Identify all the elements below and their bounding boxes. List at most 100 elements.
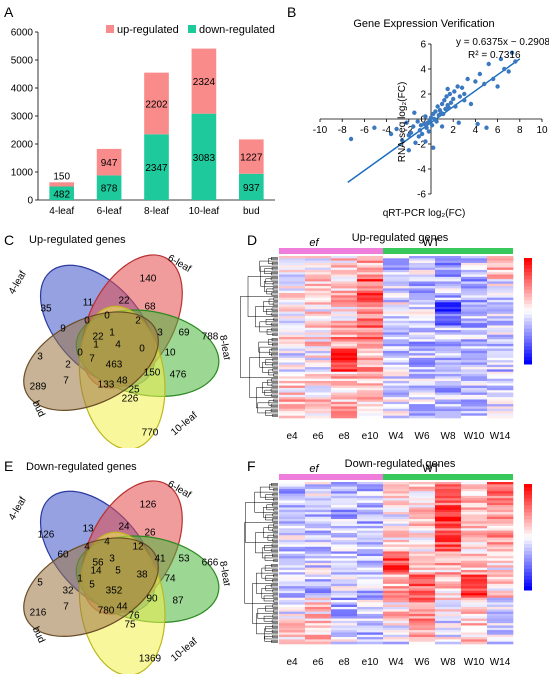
heatmap-cell <box>383 295 410 298</box>
heatmap-cell <box>435 267 462 271</box>
scatter-point <box>424 125 429 130</box>
heatmap-cell <box>461 535 488 538</box>
scatter-point <box>411 124 416 129</box>
heatmap-cell <box>435 523 462 527</box>
colorbar-segment <box>524 533 532 538</box>
heatmap-cell <box>461 346 488 349</box>
heatmap-cell <box>383 574 410 578</box>
heatmap-cell <box>487 530 514 534</box>
heatmap-cell <box>305 579 332 582</box>
heatmap-cell <box>461 532 488 536</box>
heatmap-cell <box>305 376 332 379</box>
heatmap-cell <box>487 313 514 317</box>
heatmap-cell <box>435 502 462 506</box>
heatmap-cell <box>487 595 514 599</box>
heatmap-cell <box>435 309 462 312</box>
heatmap-cell <box>409 390 436 393</box>
heatmap-cell <box>383 332 410 335</box>
heatmap-cell <box>383 392 410 396</box>
heatmap-cell <box>461 302 488 305</box>
heatmap-cell <box>487 295 514 298</box>
heatmap-cell <box>279 528 306 531</box>
heatmap-cell <box>435 521 462 524</box>
y-tick-label: -4 <box>417 165 426 176</box>
heatmap-cell <box>487 572 514 575</box>
heatmap-cell <box>435 488 462 492</box>
heatmap-cell <box>279 286 306 289</box>
heatmap-cell <box>331 272 358 275</box>
panel-e-letter: E <box>4 458 14 474</box>
heatmap-cell <box>435 339 462 342</box>
heatmap-cell <box>409 299 436 303</box>
heatmap-cell <box>279 542 306 545</box>
heatmap-cell <box>487 348 514 352</box>
heatmap-cell <box>279 537 306 541</box>
heatmap-cell <box>357 595 384 599</box>
heatmap-cell <box>435 316 462 319</box>
heatmap-cell <box>331 295 358 298</box>
colorbar-segment <box>524 522 532 527</box>
heatmap-cell <box>279 588 306 592</box>
bar-down-regulated <box>144 134 169 200</box>
venn-region-count: 463 <box>106 360 123 371</box>
venn-region-count: 352 <box>106 586 123 597</box>
heatmap-cell <box>357 385 384 389</box>
heatmap-cell <box>279 339 306 342</box>
heatmap-cell <box>383 507 410 511</box>
heatmap-cell <box>383 641 410 645</box>
venn-region-count: 5 <box>37 578 43 589</box>
heatmap-cell <box>409 401 436 405</box>
scatter-point <box>484 125 489 130</box>
scatter-point <box>419 131 425 137</box>
scatter-point <box>423 139 428 144</box>
heatmap-cell <box>331 634 358 638</box>
heatmap-cell <box>305 357 332 361</box>
heatmap-cell <box>305 279 332 282</box>
heatmap-cell <box>279 408 306 412</box>
heatmap-cell <box>487 484 514 487</box>
heatmap-cell <box>461 600 488 603</box>
heatmap-cell <box>461 539 488 543</box>
heatmap-cell <box>435 498 462 501</box>
heatmap-cell <box>435 311 462 315</box>
heatmap-cell <box>409 350 436 354</box>
heatmap-cell <box>357 572 384 575</box>
heatmap-cell <box>305 639 332 642</box>
heatmap-cell <box>435 320 462 324</box>
heatmap-cell <box>357 346 384 349</box>
heatmap-cell <box>435 392 462 396</box>
heatmap-cell <box>331 625 358 629</box>
heatmap-cell <box>383 274 410 278</box>
heatmap-cell <box>461 498 488 501</box>
heatmap-cell <box>461 507 488 511</box>
heatmap-cell <box>461 399 488 403</box>
heatmap-cell <box>357 295 384 298</box>
heatmap-cell <box>461 350 488 354</box>
heatmap-cell <box>435 330 462 333</box>
heatmap-cell <box>331 401 358 405</box>
heatmap-cell <box>487 542 514 545</box>
heatmap-cell <box>435 399 462 403</box>
heatmap-cell <box>357 581 384 585</box>
heatmap-cell <box>279 258 306 261</box>
heatmap-cell <box>435 597 462 601</box>
heatmap-cell <box>383 532 410 536</box>
heatmap-cell <box>331 491 358 494</box>
heatmap-cell <box>279 276 306 280</box>
heatmap-cell <box>357 302 384 305</box>
heatmap-cell <box>305 341 332 345</box>
heatmap-cell <box>383 484 410 487</box>
heatmap-cell <box>305 620 332 624</box>
venn-region-count: 0 <box>77 348 83 359</box>
heatmap-cell <box>383 521 410 524</box>
heatmap-cell <box>305 597 332 601</box>
heatmap-cell <box>487 332 514 335</box>
heatmap-cell <box>305 502 332 506</box>
heatmap-cell <box>487 544 514 548</box>
heatmap-cell <box>409 563 436 566</box>
venn-region-count: 1 <box>77 574 83 585</box>
heatmap-cell <box>331 323 358 326</box>
heatmap-cell <box>357 258 384 261</box>
venn-region-count: 3 <box>37 352 43 363</box>
